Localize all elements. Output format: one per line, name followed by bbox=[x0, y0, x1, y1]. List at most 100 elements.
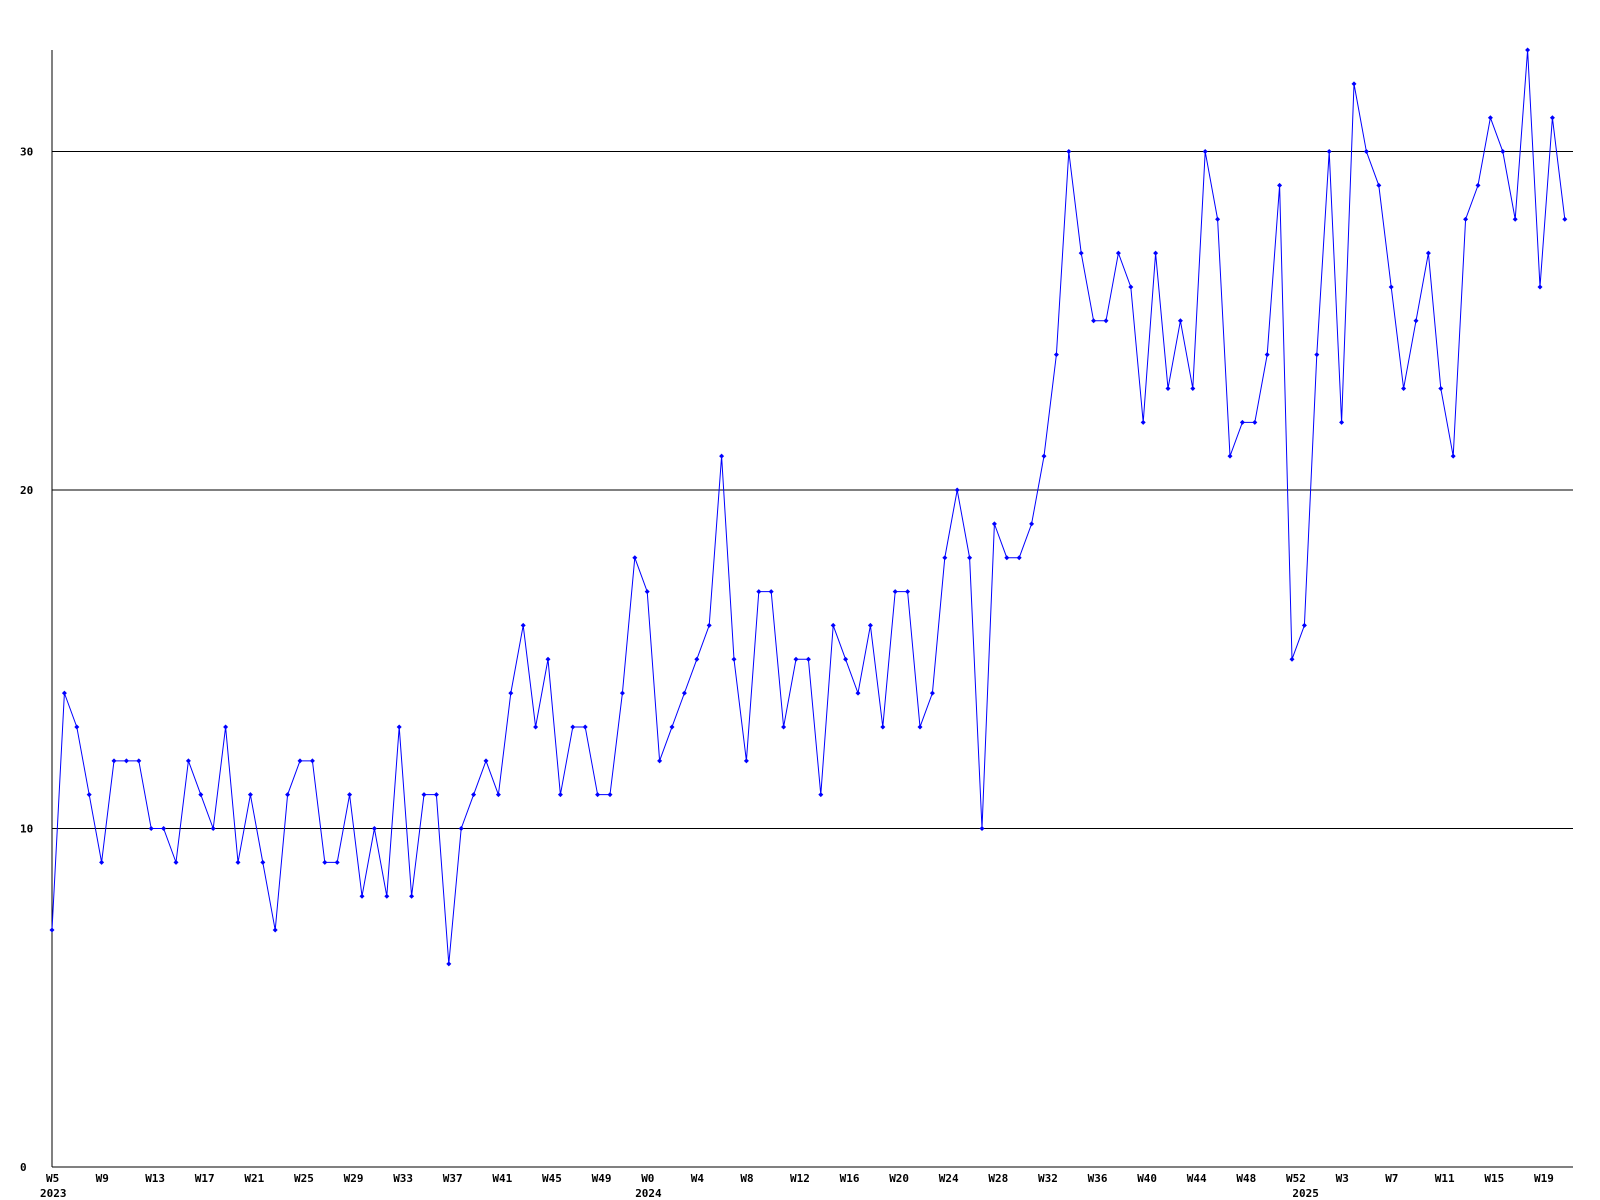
data-point bbox=[1562, 216, 1568, 222]
data-point bbox=[458, 826, 464, 832]
data-point bbox=[892, 589, 898, 595]
data-point bbox=[520, 622, 526, 628]
data-point bbox=[1463, 216, 1469, 222]
x-tick-label: W33 bbox=[393, 1172, 413, 1185]
data-point bbox=[49, 927, 55, 933]
y-tick-label: 10 bbox=[20, 823, 33, 836]
data-point bbox=[1066, 149, 1072, 155]
data-point bbox=[1078, 250, 1084, 256]
data-point bbox=[1425, 250, 1431, 256]
x-tick-label: W32 bbox=[1038, 1172, 1058, 1185]
data-point bbox=[1413, 318, 1419, 324]
data-point bbox=[830, 622, 836, 628]
data-point bbox=[557, 792, 563, 798]
data-point bbox=[793, 656, 799, 662]
data-point bbox=[843, 656, 849, 662]
data-point bbox=[632, 555, 638, 561]
data-point bbox=[768, 589, 774, 595]
y-tick-label: 0 bbox=[20, 1161, 27, 1174]
data-point bbox=[607, 792, 613, 798]
data-point bbox=[1500, 149, 1506, 155]
data-point bbox=[1004, 555, 1010, 561]
x-tick-label: W45 bbox=[542, 1172, 562, 1185]
data-point bbox=[743, 758, 749, 764]
data-point bbox=[1537, 284, 1543, 290]
data-point bbox=[1326, 149, 1332, 155]
data-point bbox=[1339, 419, 1345, 425]
data-point bbox=[409, 893, 415, 899]
data-point bbox=[781, 724, 787, 730]
data-point bbox=[185, 758, 191, 764]
data-point bbox=[285, 792, 291, 798]
data-point bbox=[805, 656, 811, 662]
data-point bbox=[198, 792, 204, 798]
data-point bbox=[905, 589, 911, 595]
data-point bbox=[1128, 284, 1134, 290]
data-point bbox=[1190, 385, 1196, 391]
data-point bbox=[161, 826, 167, 832]
data-point bbox=[1041, 453, 1047, 459]
data-point bbox=[235, 859, 241, 865]
data-point bbox=[756, 589, 762, 595]
x-tick-label: W28 bbox=[988, 1172, 1008, 1185]
data-point bbox=[1140, 419, 1146, 425]
x-tick-label: W44 bbox=[1187, 1172, 1207, 1185]
data-point bbox=[396, 724, 402, 730]
data-point bbox=[1264, 352, 1270, 358]
data-point bbox=[1177, 318, 1183, 324]
data-point bbox=[1016, 555, 1022, 561]
x-tick-label: W21 bbox=[244, 1172, 264, 1185]
data-point bbox=[359, 893, 365, 899]
x-tick-label: W3 bbox=[1336, 1172, 1349, 1185]
data-point bbox=[731, 656, 737, 662]
data-point bbox=[433, 792, 439, 798]
data-point bbox=[979, 826, 985, 832]
data-point bbox=[99, 859, 105, 865]
data-point bbox=[1277, 182, 1283, 188]
y-tick-label: 20 bbox=[20, 484, 33, 497]
data-point bbox=[880, 724, 886, 730]
data-point bbox=[272, 927, 278, 933]
data-point bbox=[1363, 149, 1369, 155]
x-tick-label: W24 bbox=[939, 1172, 959, 1185]
data-point bbox=[1289, 656, 1295, 662]
data-point bbox=[260, 859, 266, 865]
x-tick-label: W13 bbox=[145, 1172, 165, 1185]
x-tick-label: W29 bbox=[344, 1172, 364, 1185]
data-point bbox=[669, 724, 675, 730]
data-point bbox=[421, 792, 427, 798]
data-point bbox=[570, 724, 576, 730]
data-point bbox=[1314, 352, 1320, 358]
data-point bbox=[74, 724, 80, 730]
data-point bbox=[123, 758, 129, 764]
x-tick-label: W11 bbox=[1435, 1172, 1455, 1185]
data-point bbox=[917, 724, 923, 730]
x-tick-label: W40 bbox=[1137, 1172, 1157, 1185]
data-point bbox=[818, 792, 824, 798]
data-point bbox=[595, 792, 601, 798]
x-tick-label: W8 bbox=[740, 1172, 753, 1185]
x-tick-label: W36 bbox=[1088, 1172, 1108, 1185]
data-point bbox=[681, 690, 687, 696]
data-point bbox=[1215, 216, 1221, 222]
data-point bbox=[954, 487, 960, 493]
data-point bbox=[706, 622, 712, 628]
data-point bbox=[694, 656, 700, 662]
data-point bbox=[173, 859, 179, 865]
data-point bbox=[1029, 521, 1035, 527]
data-point bbox=[384, 893, 390, 899]
x-tick-label: W16 bbox=[840, 1172, 860, 1185]
x-tick-label: W7 bbox=[1385, 1172, 1398, 1185]
data-point bbox=[1227, 453, 1233, 459]
data-point bbox=[471, 792, 477, 798]
data-point bbox=[582, 724, 588, 730]
data-point bbox=[148, 826, 154, 832]
data-point bbox=[644, 589, 650, 595]
data-point bbox=[495, 792, 501, 798]
data-point bbox=[1053, 352, 1059, 358]
year-label: 2024 bbox=[635, 1187, 662, 1200]
year-label: 2025 bbox=[1292, 1187, 1319, 1200]
data-point bbox=[334, 859, 340, 865]
data-point bbox=[1438, 385, 1444, 391]
x-tick-label: W5 bbox=[46, 1172, 59, 1185]
